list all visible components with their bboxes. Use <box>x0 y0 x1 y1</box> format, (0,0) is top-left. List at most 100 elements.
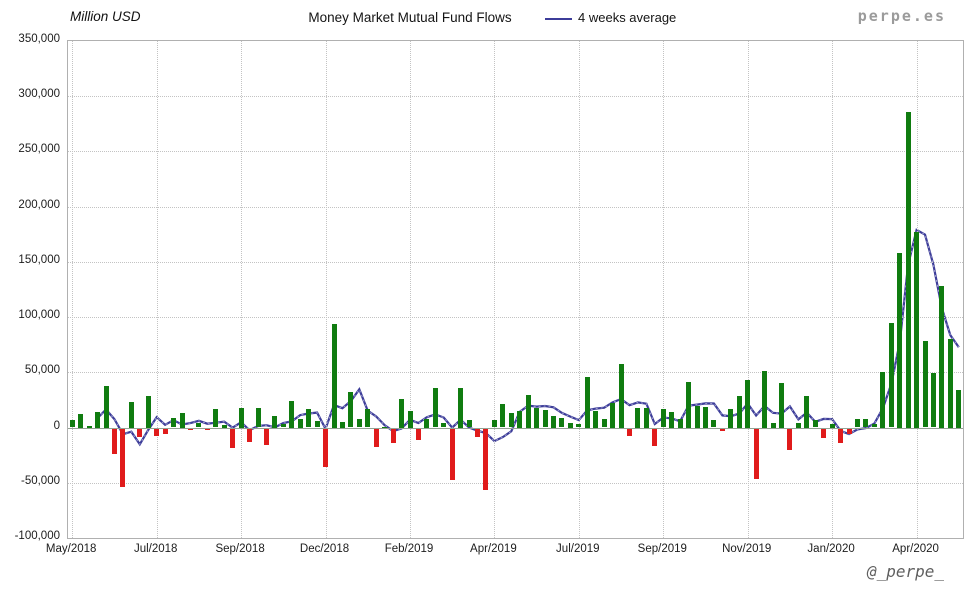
flow-bar <box>728 408 734 428</box>
axis-unit-label: Million USD <box>70 9 141 24</box>
flow-bar <box>382 426 388 428</box>
flow-bar <box>78 414 84 428</box>
flow-bar <box>635 407 641 428</box>
flow-bar <box>289 401 295 428</box>
watermark-link[interactable]: perpe.es <box>857 7 946 25</box>
flow-bar <box>171 417 176 428</box>
flow-bar <box>863 418 869 428</box>
flow-bar <box>196 423 202 428</box>
flow-bar <box>365 409 371 428</box>
flow-bar <box>669 411 675 428</box>
flow-bar <box>187 428 193 431</box>
flow-bar <box>677 419 683 428</box>
flow-bar <box>812 419 818 428</box>
flow-bar <box>297 419 303 428</box>
flow-bar <box>694 405 700 428</box>
x-tick-label: Nov/2019 <box>722 543 772 555</box>
flow-bar <box>390 428 396 444</box>
flow-bar <box>272 416 278 428</box>
flow-bar <box>483 428 489 490</box>
flow-bar <box>939 286 945 428</box>
flow-bar <box>610 402 616 428</box>
average-line-chart <box>96 228 960 447</box>
y-tick-label: 50,000 <box>24 364 60 377</box>
y-tick-label: 300,000 <box>18 88 60 101</box>
y-tick-label: 100,000 <box>18 309 60 322</box>
flow-bar <box>711 419 717 428</box>
flow-bar <box>458 387 464 428</box>
flow-bar <box>719 428 725 431</box>
flow-bar <box>517 411 523 428</box>
flow-bar <box>703 406 708 428</box>
h-gridline <box>68 317 963 319</box>
flow-bar <box>930 373 936 428</box>
flow-bar <box>306 409 312 428</box>
flow-bar <box>491 419 497 428</box>
flow-bar <box>829 423 835 428</box>
v-gridline <box>72 41 74 538</box>
flow-bar <box>449 428 455 481</box>
flow-bar <box>120 428 126 488</box>
flow-bar <box>821 428 827 439</box>
flow-bar <box>441 423 447 428</box>
v-gridline <box>494 41 496 538</box>
flow-bar <box>424 419 430 428</box>
h-gridline <box>68 372 963 374</box>
flow-bar <box>103 385 109 428</box>
flow-bar <box>204 428 210 431</box>
flow-bar <box>643 407 649 428</box>
h-gridline <box>68 206 963 208</box>
y-tick-label: -100,000 <box>14 530 60 542</box>
flow-bar <box>736 395 742 428</box>
y-tick-label: -50,000 <box>20 474 60 487</box>
legend-label: 4 weeks average <box>578 10 677 25</box>
v-gridline <box>747 41 749 538</box>
flow-bar <box>154 428 160 436</box>
flow-bar <box>162 428 168 434</box>
author-handle-link[interactable]: @_perpe_ <box>866 562 944 581</box>
x-tick-label: Apr/2019 <box>470 543 517 555</box>
flow-bar <box>905 111 911 428</box>
flow-bar <box>525 395 531 428</box>
flow-bar <box>542 410 548 428</box>
flow-bar <box>247 428 252 442</box>
flow-bar <box>618 364 624 428</box>
flow-bar <box>947 339 953 428</box>
y-tick-label: 0 <box>53 419 60 432</box>
flow-bar <box>475 428 480 437</box>
flow-bar <box>179 413 185 428</box>
flow-bar <box>466 419 472 428</box>
flow-bar <box>880 371 886 428</box>
flow-bar <box>432 388 438 428</box>
flow-bar <box>897 253 903 428</box>
flow-bar <box>331 324 337 428</box>
flow-bar <box>855 418 860 428</box>
flow-bar <box>86 425 92 428</box>
flow-bar <box>314 420 320 428</box>
flow-bar <box>69 419 75 428</box>
y-tick-label: 250,000 <box>18 143 60 156</box>
flow-bar <box>95 412 101 428</box>
flow-bar <box>559 417 565 428</box>
y-tick-label: 200,000 <box>18 198 60 211</box>
h-gridline <box>68 96 963 98</box>
v-gridline <box>663 41 665 538</box>
flow-bar <box>508 412 514 428</box>
flow-bar <box>551 416 556 428</box>
flow-bar <box>348 392 354 428</box>
flow-bar <box>627 428 632 437</box>
flow-bar <box>255 408 261 428</box>
zero-axis-line <box>68 427 963 429</box>
x-tick-label: Dec/2018 <box>299 543 350 555</box>
x-tick-label: Jul/2019 <box>556 543 600 555</box>
y-tick-label: 350,000 <box>18 33 60 45</box>
flow-bar <box>373 428 379 447</box>
v-gridline <box>578 41 580 538</box>
flow-bar <box>407 411 413 428</box>
flow-bar <box>500 403 506 428</box>
plot-area <box>67 40 964 539</box>
flow-bar <box>415 428 421 441</box>
flow-bar <box>263 428 269 446</box>
v-gridline <box>325 41 327 538</box>
flow-bar <box>584 376 590 428</box>
